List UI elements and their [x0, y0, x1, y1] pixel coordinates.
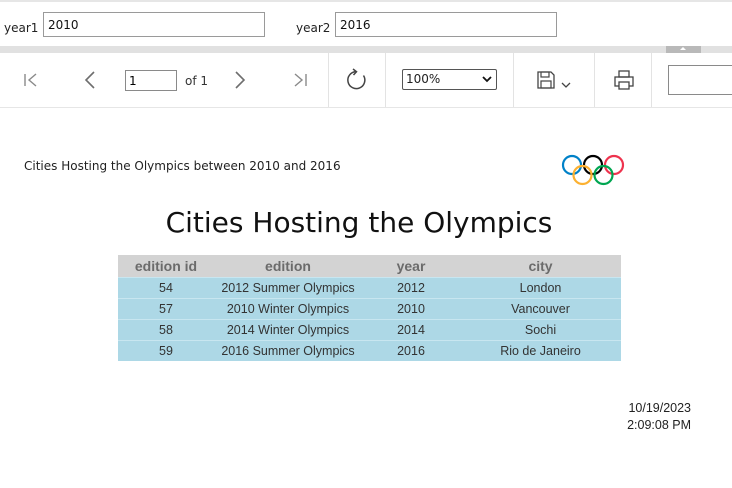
table-row: 58 2014 Winter Olympics 2014 Sochi [118, 319, 621, 341]
table-row: 54 2012 Summer Olympics 2012 London [118, 277, 621, 299]
table-cell: 2010 [362, 298, 460, 320]
table-cell: 2012 [362, 277, 460, 299]
parameter-splitter [0, 46, 732, 53]
last-page-icon[interactable] [286, 66, 314, 94]
save-button[interactable] [531, 66, 577, 94]
collapse-parameters-button[interactable] [666, 46, 701, 53]
toolbar-separator [328, 53, 329, 107]
refresh-icon[interactable] [343, 66, 371, 94]
toolbar-separator [594, 53, 595, 107]
find-input[interactable] [668, 65, 732, 95]
table-cell: London [460, 277, 621, 299]
column-header: edition id [118, 255, 214, 278]
year2-input[interactable] [335, 12, 557, 37]
table-header-row: edition id edition year city [118, 255, 621, 278]
report-time: 2:09:08 PM [627, 418, 691, 432]
table-cell: 2012 Summer Olympics [214, 277, 362, 299]
toolbar-separator [385, 53, 386, 107]
page-count-label: of 1 [185, 74, 209, 88]
year1-input[interactable] [43, 12, 265, 37]
zoom-value: 100% [406, 72, 441, 86]
table-row: 59 2016 Summer Olympics 2016 Rio de Jane… [118, 340, 621, 361]
table-cell: 2016 [362, 340, 460, 361]
table-cell: Sochi [460, 319, 621, 341]
table-row: 57 2010 Winter Olympics 2010 Vancouver [118, 298, 621, 320]
olympics-table: edition id edition year city 54 2012 Sum… [118, 255, 621, 361]
table-cell: Vancouver [460, 298, 621, 320]
column-header: edition [214, 255, 362, 278]
zoom-select[interactable]: 100% [402, 69, 497, 90]
chevron-down-icon [482, 76, 492, 83]
first-page-icon[interactable] [17, 66, 45, 94]
year1-label: year1 [4, 21, 39, 35]
print-icon[interactable] [610, 66, 638, 94]
table-cell: 58 [118, 319, 214, 341]
table-cell: Rio de Janeiro [460, 340, 621, 361]
previous-page-icon[interactable] [76, 66, 104, 94]
table-cell: 2014 Winter Olympics [214, 319, 362, 341]
table-cell: 2016 Summer Olympics [214, 340, 362, 361]
column-header: year [362, 255, 460, 278]
parameter-area: year1 year2 [0, 0, 732, 48]
year2-label: year2 [296, 21, 331, 35]
table-cell: 2014 [362, 319, 460, 341]
toolbar-separator [651, 53, 652, 107]
page-number-input[interactable] [125, 70, 177, 91]
table-cell: 57 [118, 298, 214, 320]
report-title: Cities Hosting the Olympics [165, 206, 553, 239]
report-toolbar: of 1 100% [0, 53, 732, 108]
table-cell: 54 [118, 277, 214, 299]
report-header-text: Cities Hosting the Olympics between 2010… [24, 159, 341, 173]
column-header: city [460, 255, 621, 278]
report-datetime: 10/19/2023 2:09:08 PM [596, 400, 691, 434]
report-date: 10/19/2023 [628, 401, 691, 415]
table-cell: 2010 Winter Olympics [214, 298, 362, 320]
next-page-icon[interactable] [226, 66, 254, 94]
table-cell: 59 [118, 340, 214, 361]
report-canvas: Cities Hosting the Olympics between 2010… [0, 108, 732, 488]
toolbar-separator [513, 53, 514, 107]
save-icon [537, 71, 555, 89]
olympic-rings-logo [561, 154, 625, 186]
